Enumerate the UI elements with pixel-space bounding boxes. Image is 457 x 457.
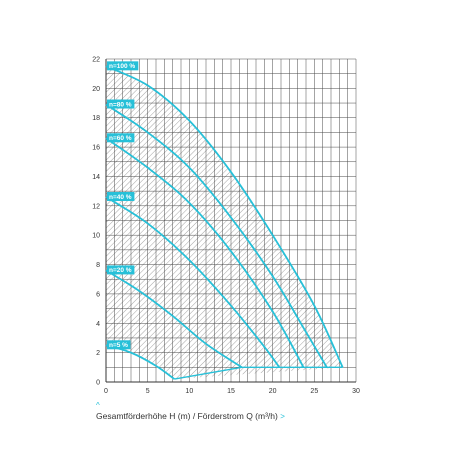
x-tick-label: 15 [227, 388, 235, 395]
y-tick-label: 14 [92, 174, 100, 181]
series-label-box [107, 340, 131, 350]
curve-series [105, 65, 344, 380]
up-chevron-icon[interactable]: ^ [96, 401, 100, 410]
hatch-fill [106, 66, 343, 380]
series-line [105, 196, 281, 368]
axis-caption: Gesamtförderhöhe H (m) / Förderstrom Q (… [96, 411, 285, 421]
x-tick-label: 20 [269, 388, 277, 395]
y-tick-label: 4 [96, 321, 100, 328]
series-label-box [107, 61, 139, 71]
y-tick-label: 20 [92, 86, 100, 93]
series-label-box [107, 192, 135, 202]
series-line [105, 137, 305, 368]
series-label: n=80 % [109, 101, 132, 108]
series-line [105, 103, 328, 368]
series-label: n=40 % [109, 194, 132, 201]
series-label: n=5 % [109, 342, 128, 349]
series-label: n=60 % [109, 135, 132, 142]
x-tick-label: 30 [352, 388, 360, 395]
end-boundary-line [174, 366, 343, 380]
y-tick-label: 10 [92, 233, 100, 240]
series-label-box [107, 99, 135, 109]
y-tick-label: 22 [92, 57, 100, 64]
x-tick-label: 0 [104, 388, 108, 395]
series-label-box [107, 133, 135, 143]
caption-text: Gesamtförderhöhe H (m) / Förderstrom Q (… [96, 411, 278, 421]
chevron-right-icon[interactable]: > [280, 412, 285, 421]
series-line [105, 269, 243, 369]
x-tick-label: 25 [310, 388, 318, 395]
x-tick-label: 10 [185, 388, 193, 395]
x-tick-label: 5 [146, 388, 150, 395]
series-label-box [107, 265, 135, 275]
y-tick-label: 8 [96, 262, 100, 269]
y-tick-label: 2 [96, 350, 100, 357]
series-label: n=100 % [109, 63, 135, 70]
curve-labels: n=100 % n=80 % n=60 % n=40 % n=20 % n=5 % [107, 61, 139, 350]
y-tick-label: 12 [92, 203, 100, 210]
y-tick-label: 6 [96, 291, 100, 298]
y-tick-label: 18 [92, 115, 100, 122]
hatched-operating-area [106, 66, 343, 380]
y-tick-label: 0 [96, 380, 100, 387]
series-line [105, 65, 344, 368]
y-tick-label: 16 [92, 145, 100, 152]
axes: 0 5 10 15 20 25 30 0 2 4 6 8 10 12 14 16 18 20 22 [92, 57, 360, 396]
series-label: n=20 % [109, 267, 132, 274]
